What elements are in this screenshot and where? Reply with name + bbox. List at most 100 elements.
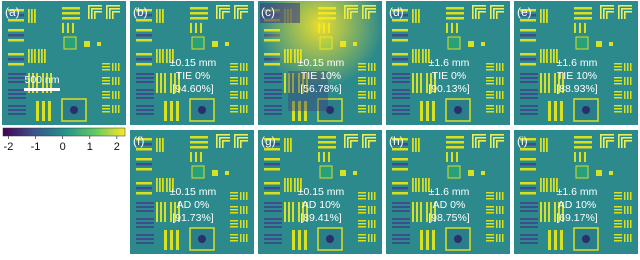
target-bar (41, 49, 43, 63)
target-bar (475, 137, 486, 139)
target-bar (190, 146, 208, 149)
target-bar (190, 136, 208, 139)
target-bar (624, 234, 626, 242)
target-bar (630, 192, 632, 200)
target-bar (520, 182, 536, 185)
target-bar (496, 11, 504, 13)
target-bar (8, 34, 24, 37)
target-bar (392, 168, 408, 171)
target-bar (222, 140, 224, 148)
target-bar (392, 53, 408, 56)
target-bar (34, 9, 36, 23)
colorbar (2, 127, 126, 137)
target-bar (553, 178, 555, 192)
panel-text: AD 10% (558, 199, 597, 211)
target-bar (550, 178, 552, 192)
target-bar (31, 9, 33, 23)
target-bar (520, 39, 536, 42)
panel-text: [89.41%] (300, 212, 342, 224)
target-bar (540, 49, 542, 63)
target-bar (166, 49, 168, 63)
target-square (63, 36, 77, 50)
target-bar (486, 94, 494, 96)
target-bar (166, 178, 168, 192)
target-bar (72, 23, 74, 33)
target-bar (621, 8, 623, 19)
target-bar (112, 11, 114, 19)
target-bar (162, 178, 164, 192)
target-bar (264, 143, 280, 146)
target-bar (62, 17, 80, 20)
target-bar (230, 195, 238, 197)
target-bar (560, 230, 563, 250)
target-bar (136, 138, 152, 141)
panel-text: ±1.6 mm (429, 57, 470, 69)
target-bar (174, 73, 176, 93)
target-bar (136, 163, 152, 166)
target-bar (36, 101, 39, 121)
target-bar (102, 94, 110, 96)
target-bar (240, 11, 242, 19)
target-bar (520, 63, 536, 66)
target-bar (520, 89, 538, 91)
target-bar (371, 206, 373, 214)
target-bar (520, 226, 538, 228)
target-bar (216, 134, 218, 148)
target-bar (118, 77, 120, 85)
target-bar (520, 163, 536, 166)
target-bar (8, 9, 24, 12)
target-bar (8, 73, 26, 75)
target-square (212, 170, 218, 176)
target-bar (371, 234, 373, 242)
target-bar (230, 198, 238, 200)
target-bar (446, 7, 464, 10)
target-bar (94, 11, 102, 13)
target-bar (169, 178, 171, 192)
panel-text: [56.78%] (300, 83, 342, 95)
target-bar (136, 242, 154, 244)
target-bar (540, 9, 542, 23)
target-square (340, 170, 346, 176)
target-bar (264, 148, 280, 151)
target-bar (136, 58, 152, 61)
target-bar (614, 234, 622, 236)
target-square (481, 171, 485, 175)
target-bar (478, 140, 486, 142)
target-bar (496, 234, 498, 242)
target-bar (162, 9, 164, 23)
target-bar (230, 94, 238, 96)
panel-label: (g) (261, 134, 276, 148)
target-bar (520, 222, 538, 224)
target-bar (234, 5, 248, 7)
panel-text: ±0.15 mm (298, 57, 345, 69)
target-bar (486, 80, 494, 82)
target-bar (156, 178, 158, 192)
target-bar (520, 53, 536, 56)
target-bar (136, 222, 154, 224)
target-bar (392, 242, 410, 244)
target-bar (546, 138, 548, 152)
target-bar (520, 148, 536, 151)
target-bar (222, 11, 224, 19)
target-bar (486, 226, 494, 228)
target-bar (600, 134, 602, 148)
target-bar (496, 77, 498, 85)
target-bar (630, 63, 632, 71)
target-bar (562, 202, 564, 222)
target-bar (550, 49, 552, 63)
target-bar (520, 9, 536, 12)
target-bar (456, 23, 458, 33)
panel-text: [98.75%] (428, 212, 470, 224)
target-bar (499, 105, 501, 113)
target-bar (614, 240, 622, 242)
target-bar (520, 113, 538, 115)
target-bar (446, 141, 464, 144)
target-bar (502, 77, 504, 85)
target-square (84, 41, 90, 47)
target-bar (621, 8, 632, 10)
target-bar (502, 220, 504, 228)
target-bar (243, 220, 245, 228)
panel: (a) 500 nm (2, 1, 126, 125)
panel-text: ±0.15 mm (170, 57, 217, 69)
target-bar (486, 83, 494, 85)
